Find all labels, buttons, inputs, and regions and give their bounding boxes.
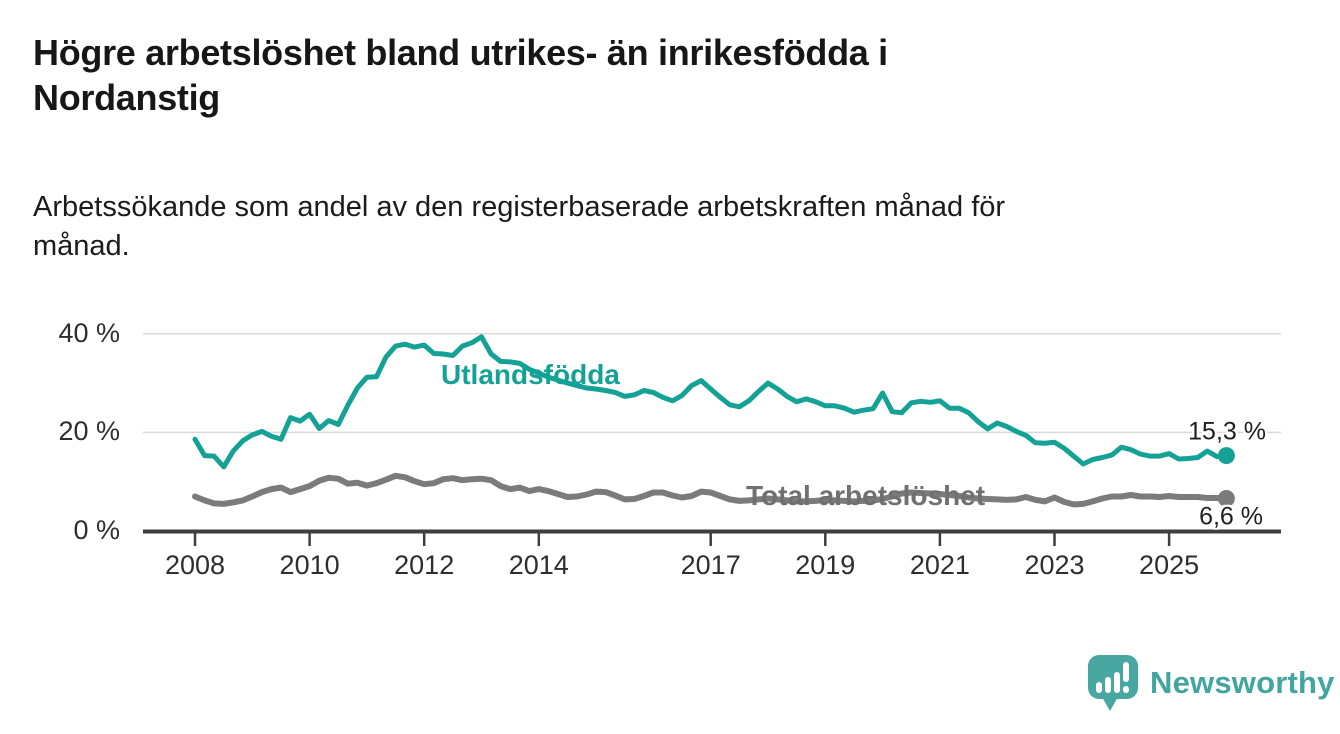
y-axis-tick-label-20: 20 % <box>58 416 120 447</box>
brand-name: Newsworthy <box>1150 665 1335 700</box>
x-axis-tick-label-2023: 2023 <box>1024 550 1085 580</box>
chart-title-line-1: Högre arbetslöshet bland utrikes- än inr… <box>33 32 888 73</box>
series-label-utlandsfodda: Utlandsfödda <box>441 359 620 390</box>
newsworthy-logo: Newsworthy <box>1086 654 1335 712</box>
series-line-utlandsfodda <box>192 334 1229 470</box>
chart-title-line-2: Nordanstig <box>33 77 221 118</box>
speech-bubble-bar-chart-icon <box>1086 654 1140 712</box>
x-axis-tick-label-2021: 2021 <box>909 550 970 580</box>
x-axis-tick-label-2017: 2017 <box>680 550 741 580</box>
x-axis-tick-label-2025: 2025 <box>1139 550 1200 580</box>
series-line-total <box>192 472 1230 508</box>
x-axis-tick-label-2010: 2010 <box>279 550 340 580</box>
y-axis-tick-label-40: 40 % <box>58 317 120 348</box>
chart-title: Högre arbetslöshet bland utrikes- än inr… <box>33 30 1293 120</box>
x-axis-tick-label-2012: 2012 <box>394 550 455 580</box>
x-axis-tick-label-2019: 2019 <box>795 550 856 580</box>
chart-subtitle-line-2: månad. <box>33 230 130 262</box>
series-end-dot-total <box>1217 489 1235 507</box>
end-value-label-total: 6,6 % <box>1199 502 1263 531</box>
series-label-total-arbetsloshet: Total arbetslöshet <box>746 480 986 511</box>
chart-subtitle-line-1: Arbetssökande som andel av den registerb… <box>33 191 1006 223</box>
series-end-dot-utlandsfodda <box>1217 447 1235 465</box>
y-axis-tick-label-0: 0 % <box>73 514 120 545</box>
chart-subtitle: Arbetssökande som andel av den registerb… <box>33 188 1293 266</box>
x-axis-tick-label-2014: 2014 <box>508 550 569 580</box>
end-value-label-utlandsfodda: 15,3 % <box>1188 417 1266 446</box>
x-axis-tick-label-2008: 2008 <box>164 550 226 580</box>
